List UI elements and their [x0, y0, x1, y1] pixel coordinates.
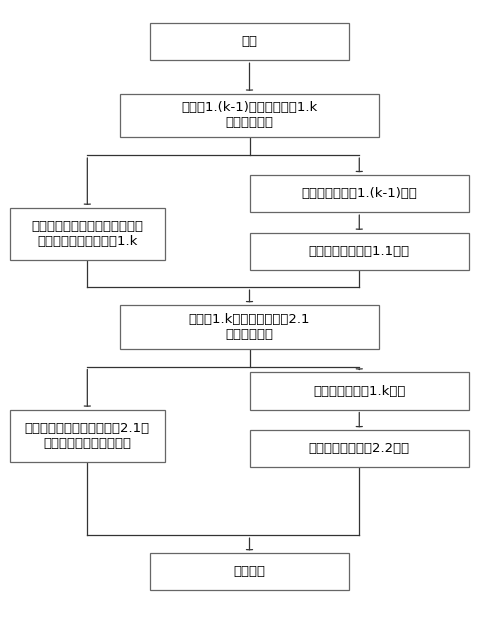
- Text: 泵组正常工作，用清洗油桶2.1对
换油目标箱体组进行清洁: 泵组正常工作，用清洗油桶2.1对 换油目标箱体组进行清洁: [25, 422, 150, 450]
- Text: 开始: 开始: [242, 35, 257, 48]
- FancyBboxPatch shape: [250, 372, 469, 410]
- Text: 用吊钩将废油桶1.k吊下: 用吊钩将废油桶1.k吊下: [313, 385, 406, 397]
- Text: 清洁流程: 清洁流程: [234, 565, 265, 578]
- FancyBboxPatch shape: [250, 175, 469, 212]
- FancyBboxPatch shape: [10, 410, 165, 462]
- Text: 泵组正常工作匀速抽取换油目标
箱体中的废油至废油桶1.k: 泵组正常工作匀速抽取换油目标 箱体中的废油至废油桶1.k: [31, 220, 143, 248]
- Text: 用吊钩将清洗油桶1.1吊上: 用吊钩将清洗油桶1.1吊上: [309, 245, 410, 258]
- Text: 废油桶1.k装满，清洗油桶2.1
到达工作位置: 废油桶1.k装满，清洗油桶2.1 到达工作位置: [189, 313, 310, 341]
- FancyBboxPatch shape: [10, 208, 165, 260]
- FancyBboxPatch shape: [120, 94, 379, 137]
- Text: 用吊钩将清洗油桶2.2吊上: 用吊钩将清洗油桶2.2吊上: [309, 442, 410, 455]
- FancyBboxPatch shape: [250, 233, 469, 270]
- FancyBboxPatch shape: [120, 305, 379, 349]
- FancyBboxPatch shape: [250, 430, 469, 467]
- Text: 用吊钩将废油桶1.(k-1)吊下: 用吊钩将废油桶1.(k-1)吊下: [301, 187, 417, 200]
- FancyBboxPatch shape: [150, 23, 349, 60]
- Text: 废油桶1.(k-1)装满，废油桶1.k
到达工作位置: 废油桶1.(k-1)装满，废油桶1.k 到达工作位置: [181, 101, 318, 129]
- FancyBboxPatch shape: [150, 553, 349, 590]
